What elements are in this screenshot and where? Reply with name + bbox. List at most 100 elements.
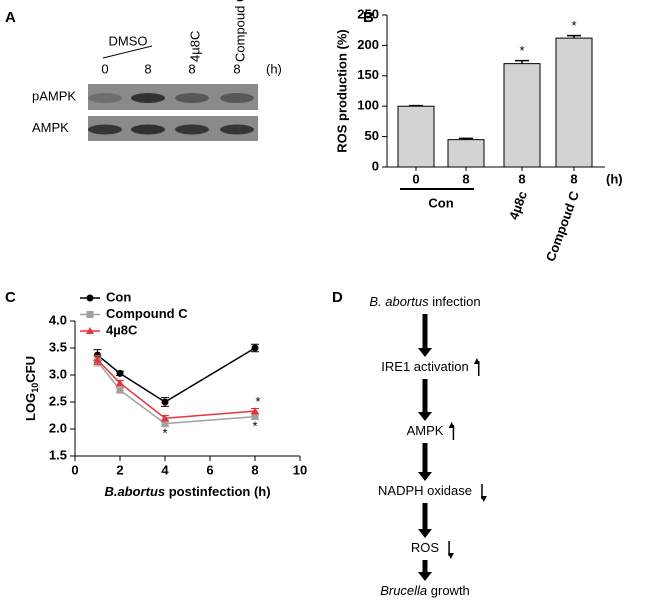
- y-tick-label: 0: [372, 158, 379, 173]
- x-tick-label: 0: [412, 171, 419, 186]
- lane-time: 8: [188, 61, 195, 76]
- y-tick-label: 250: [357, 6, 379, 21]
- series-line: [96, 361, 256, 425]
- blot-band: [220, 93, 254, 103]
- blot-band: [88, 93, 122, 103]
- blot-band: [131, 93, 165, 103]
- bar: [447, 139, 485, 168]
- series-line: [97, 347, 256, 403]
- y-axis-label: LOG10CFU: [23, 356, 40, 421]
- pathway-node: B. abortus infection: [369, 294, 480, 309]
- lane-time: 8: [233, 61, 240, 76]
- significance: *: [162, 426, 167, 441]
- x-tick-label: 8: [518, 171, 525, 186]
- blot-band: [175, 124, 209, 135]
- pathway-node: AMPK: [407, 423, 444, 438]
- series-line: [96, 359, 256, 419]
- x-unit: (h): [606, 171, 623, 186]
- x-axis-label-italic: B.abortus: [104, 484, 165, 499]
- legend-label: Compound C: [106, 306, 188, 321]
- point: [116, 379, 124, 387]
- treatment-label: Con: [428, 195, 453, 210]
- node-italic: Brucella: [380, 583, 427, 598]
- node-text: NADPH oxidase: [378, 483, 472, 498]
- error-bar: [515, 59, 529, 64]
- error-bar: [459, 137, 473, 140]
- bar: [555, 37, 593, 168]
- flow-arrow: [418, 314, 432, 357]
- panel-label: B: [363, 9, 374, 26]
- significance: *: [252, 419, 257, 434]
- point: [251, 344, 259, 352]
- panel-label: D: [332, 289, 343, 306]
- blot-strip: [88, 84, 258, 110]
- x-axis-label: B.abortus postinfection (h): [104, 484, 270, 499]
- legend-label: 4µ8C: [106, 322, 138, 337]
- point: [251, 413, 259, 421]
- blot-band: [88, 124, 122, 135]
- group-label: DMSO: [109, 33, 148, 48]
- y-tick-label: 3.0: [49, 366, 67, 381]
- y-tick-label: 2.0: [49, 420, 67, 435]
- y-tick-label: 3.5: [49, 339, 67, 354]
- node-text: IRE1 activation: [381, 359, 468, 374]
- x-tick-label: 4: [161, 462, 169, 477]
- panel-label: C: [5, 289, 16, 306]
- x-tick-label: 0: [71, 462, 78, 477]
- panel-label: A: [5, 9, 16, 26]
- treatment-label: 4µ8c: [506, 189, 530, 222]
- y-tick-label: 100: [357, 98, 379, 113]
- lane-label: 4µ8C: [187, 31, 202, 62]
- point: [93, 355, 102, 363]
- bar: [397, 105, 435, 168]
- x-tick-label: 2: [116, 462, 123, 477]
- blot-band: [131, 124, 165, 135]
- error-bar: [409, 104, 423, 107]
- flow-arrow: [418, 560, 432, 581]
- point: [161, 414, 169, 422]
- point: [86, 294, 94, 302]
- significance: *: [519, 43, 524, 58]
- pathway-node: NADPH oxidase: [378, 483, 472, 498]
- y-axis-label: ROS production (%): [334, 29, 349, 153]
- x-tick-label: 8: [251, 462, 258, 477]
- pathway-node: ROS: [411, 540, 440, 555]
- point: [251, 407, 259, 415]
- blot-band: [220, 124, 254, 135]
- x-tick-label: 10: [293, 462, 307, 477]
- pathway-node: IRE1 activation: [381, 359, 468, 374]
- point: [161, 420, 169, 428]
- node-italic: B. abortus: [369, 294, 429, 309]
- point: [116, 369, 124, 377]
- blot-band: [175, 93, 209, 103]
- flow-arrow: [418, 379, 432, 421]
- y-axis-label-part: 10: [30, 383, 40, 393]
- significance: *: [571, 18, 576, 33]
- y-tick-label: 1.5: [49, 447, 67, 462]
- point: [86, 327, 94, 334]
- pathway-node: Brucella growth: [380, 583, 470, 598]
- y-tick-label: 2.5: [49, 393, 67, 408]
- x-tick-label: 8: [462, 171, 469, 186]
- lane-label: Compoud C: [232, 0, 247, 62]
- point: [86, 311, 94, 318]
- group-line: [102, 45, 153, 59]
- treatment-label: Compoud C: [543, 189, 582, 264]
- error-bar: [567, 34, 581, 39]
- x-tick-label: 6: [206, 462, 213, 477]
- point: [116, 386, 124, 394]
- x-tick-label: 8: [570, 171, 577, 186]
- flow-arrow: [418, 443, 432, 481]
- y-tick-label: 4.0: [49, 312, 67, 327]
- lane-time: 0: [101, 61, 108, 76]
- point: [161, 398, 169, 406]
- y-axis-label-part: CFU: [23, 356, 38, 383]
- y-tick-label: 150: [357, 67, 379, 82]
- significance: *: [255, 394, 260, 409]
- bar: [503, 63, 541, 168]
- y-tick-label: 50: [365, 128, 379, 143]
- lane-time: 8: [144, 61, 151, 76]
- node-text: ROS: [411, 540, 440, 555]
- row-label: AMPK: [32, 120, 69, 135]
